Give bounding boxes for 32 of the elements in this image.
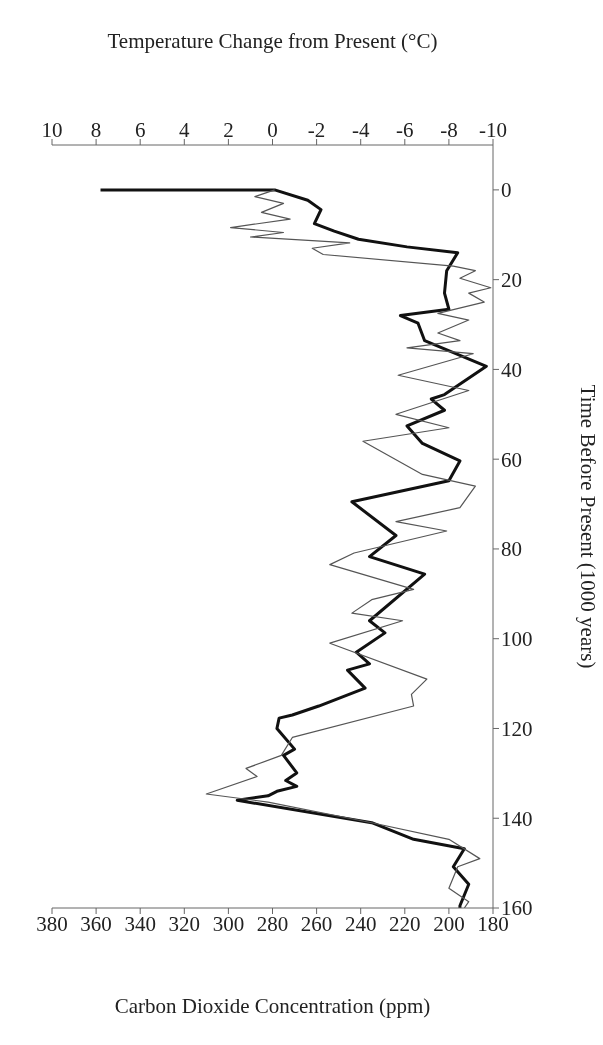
x-tick-label: 200	[433, 911, 465, 936]
y-tick-label: 60	[501, 447, 522, 472]
y-tick-label: 100	[501, 627, 533, 652]
x2-tick-label: -10	[479, 118, 507, 142]
x-tick-label: 380	[36, 911, 68, 936]
y-tick-label: 20	[501, 268, 522, 293]
y-tick-label: 0	[501, 178, 512, 203]
y-axis-title: Time Before Present (1000 years)	[575, 384, 600, 669]
x2-tick-label: -8	[440, 118, 458, 142]
x-tick-label: 360	[80, 911, 112, 936]
x2-tick-label: -6	[396, 118, 414, 142]
x-tick-label: 320	[168, 911, 201, 936]
y-tick-label: 80	[501, 537, 522, 562]
x-tick-label: 220	[389, 911, 421, 936]
x-tick-label: 240	[344, 911, 377, 936]
x2-tick-label: 2	[223, 118, 234, 142]
x2-tick-label: -4	[351, 118, 370, 142]
x2-tick-label: -2	[307, 118, 326, 142]
y-tick-label: 120	[501, 716, 533, 741]
y-tick-label: 40	[501, 357, 522, 382]
x-tick-label: 340	[124, 911, 156, 936]
x2-axis-title: Temperature Change from Present (°C)	[107, 28, 438, 53]
x-axis-title: Carbon Dioxide Concentration (ppm)	[114, 994, 431, 1018]
x-tick-label: 280	[256, 911, 289, 936]
x2-tick-label: 10	[41, 118, 63, 142]
x2-tick-label: 0	[267, 118, 278, 142]
x-tick-label: 300	[212, 911, 245, 936]
x2-tick-label: 4	[179, 118, 191, 142]
x2-tick-label: 6	[134, 118, 146, 142]
y-tick-label: 140	[501, 806, 533, 831]
x-tick-label: 260	[300, 911, 333, 936]
x2-tick-label: 8	[90, 118, 102, 142]
